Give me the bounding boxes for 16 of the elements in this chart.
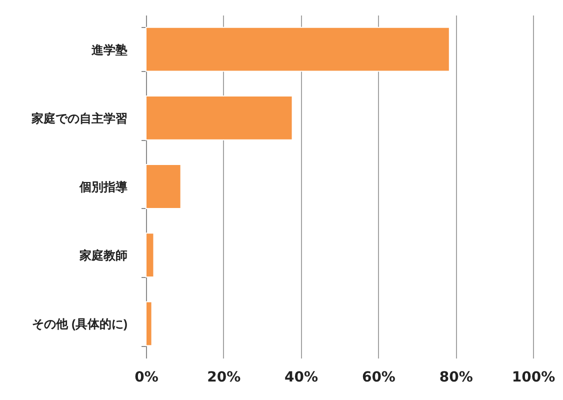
x-tick-label: 80% (439, 370, 473, 386)
x-tick-label: 100% (512, 370, 556, 386)
x-tick-label: 0% (134, 370, 158, 386)
x-tick-label: 60% (362, 370, 396, 386)
bar (146, 95, 293, 140)
bar (146, 301, 152, 346)
y-tick-label: 家庭での自主学習 (30, 111, 128, 126)
bar (146, 232, 154, 278)
y-tick-label: 家庭教師 (78, 248, 128, 263)
x-tick-label: 40% (284, 370, 318, 386)
x-tick-label: 20% (207, 370, 241, 386)
bar (146, 26, 450, 72)
y-tick-label: 進学塾 (90, 42, 128, 57)
y-tick-label: 個別指導 (78, 180, 128, 194)
bar (146, 164, 182, 209)
y-tick-label: その他 (具体的に) (32, 317, 128, 332)
